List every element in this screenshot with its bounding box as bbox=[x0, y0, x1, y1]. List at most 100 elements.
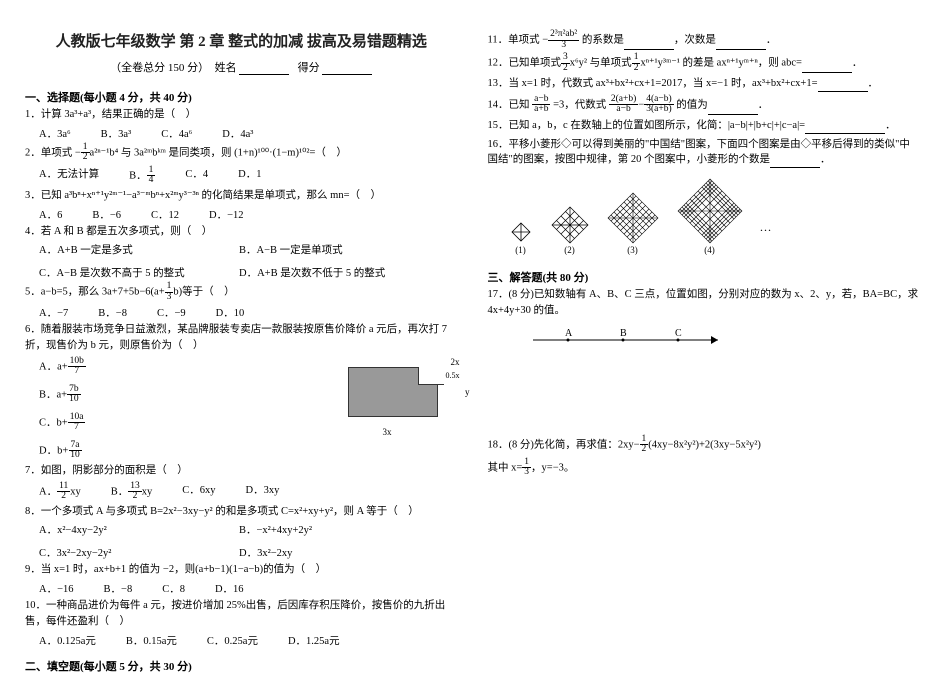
q3-B[interactable]: B．−6 bbox=[92, 207, 121, 222]
subtitle-score: 得分 bbox=[298, 62, 320, 74]
q5-stem: 5．a−b=5，那么 3a+7+5b−6(a+13b)等于（ ） bbox=[25, 282, 458, 302]
q9-B[interactable]: B．−8 bbox=[104, 581, 133, 596]
q4-stem: 4．若 A 和 B 都是五次多项式，则（ ） bbox=[25, 224, 458, 240]
q13: 13．当 x=1 时，代数式 ax³+bx²+cx+1=2017，当 x=−1 … bbox=[488, 76, 921, 92]
q10-options: A．0.125a元 B．0.15a元 C．0.25a元 D．1.25a元 bbox=[25, 633, 458, 648]
q11-blank2[interactable] bbox=[716, 38, 766, 50]
q7-stem: 7．如图，阴影部分的面积是（ ） bbox=[25, 463, 458, 479]
q8-D[interactable]: D．3x²−2xy bbox=[239, 545, 399, 560]
q3-D[interactable]: D．−12 bbox=[209, 207, 244, 222]
diamond-4: (4) bbox=[676, 177, 744, 255]
q8-C[interactable]: C．3x²−2xy−2y² bbox=[39, 545, 199, 560]
q8-stem: 8．一个多项式 A 与多项式 B=2x²−3xy−y² 的和是多项式 C=x²+… bbox=[25, 504, 458, 520]
q2-stem-mid: a²ⁿ⁻¹b⁴ 与 3a²ᵐbᵏᵐ 是同类项，则 (1+n)¹⁰⁰·(1−m)¹… bbox=[90, 147, 347, 158]
q5-options: A．−7 B．−8 C．−9 D．10 bbox=[25, 305, 458, 320]
q11: 11．单项式 −2³π²ab²3 的系数是，次数是． bbox=[488, 30, 921, 50]
q7-D[interactable]: D．3xy bbox=[246, 482, 280, 502]
q2-D[interactable]: D．1 bbox=[238, 166, 261, 186]
q6-stem: 6．随着服装市场竞争日益激烈，某品牌服装专卖店一款服装按原售价降价 a 元后，再… bbox=[25, 322, 458, 354]
q1-C[interactable]: C．4a⁶ bbox=[161, 126, 192, 141]
q16: 16．平移小菱形◇可以得到美丽的"中国结"图案，下面四个图案是由◇平移后得到的类… bbox=[488, 137, 921, 169]
lbl-y: y bbox=[465, 387, 470, 397]
lbl-0p5: 0.5x bbox=[446, 371, 460, 380]
q2-C[interactable]: C．4 bbox=[185, 166, 208, 186]
q1-options: A．3a⁶ B．3a³ C．4a⁶ D．4a³ bbox=[25, 126, 458, 141]
section3-heading: 三、解答题(共 80 分) bbox=[488, 269, 921, 285]
q4-A[interactable]: A．A+B 一定是多式 bbox=[39, 242, 199, 257]
q7-B[interactable]: B．132xy bbox=[111, 482, 153, 502]
page-title: 人教版七年级数学 第 2 章 整式的加减 拔高及易错题精选 bbox=[25, 30, 458, 51]
q14-blank[interactable] bbox=[708, 103, 758, 115]
q12-blank[interactable] bbox=[802, 61, 852, 73]
number-line-figure: A B C bbox=[528, 328, 921, 355]
q6-A[interactable]: A．a+10b7 bbox=[39, 357, 199, 377]
right-column: 11．单项式 −2³π²ab²3 的系数是，次数是． 12．已知单项式32x⁶y… bbox=[488, 30, 921, 617]
q5-C[interactable]: C．−9 bbox=[157, 305, 186, 320]
q18-stem: 18．(8 分)先化简，再求值：2xy−12(4xy−8x²y²)+2(3xy−… bbox=[488, 435, 921, 455]
q6-D[interactable]: D．b+7a10 bbox=[39, 441, 199, 461]
name-blank[interactable] bbox=[239, 63, 289, 75]
q5-D[interactable]: D．10 bbox=[216, 305, 245, 320]
q11-blank1[interactable] bbox=[624, 38, 674, 50]
q16-blank[interactable] bbox=[770, 156, 820, 168]
diamond-1: (1) bbox=[508, 219, 534, 255]
q10-D[interactable]: D．1.25a元 bbox=[288, 633, 340, 648]
ellipsis: … bbox=[760, 220, 772, 255]
q12: 12．已知单项式32x⁶y² 与单项式12xⁿ⁺¹y³ᵐ⁻¹ 的差是 axⁿ⁺¹… bbox=[488, 53, 921, 73]
q4-B[interactable]: B．A−B 一定是单项式 bbox=[239, 242, 399, 257]
lbl-2x: 2x bbox=[451, 357, 460, 367]
q13-blank[interactable] bbox=[818, 80, 868, 92]
left-column: 人教版七年级数学 第 2 章 整式的加减 拔高及易错题精选 （全卷总分 150 … bbox=[25, 30, 458, 617]
q4-options: A．A+B 一定是多式 B．A−B 一定是单项式 C．A−B 是次数不高于 5 … bbox=[25, 242, 458, 280]
q3-A[interactable]: A．6 bbox=[39, 207, 62, 222]
lbl-3x: 3x bbox=[383, 427, 392, 437]
q6-B[interactable]: B．a+7b10 bbox=[39, 385, 199, 405]
q2-stem: 2．单项式 −12a²ⁿ⁻¹b⁴ 与 3a²ᵐbᵏᵐ 是同类项，则 (1+n)¹… bbox=[25, 143, 458, 163]
q1-B[interactable]: B．3a³ bbox=[101, 126, 132, 141]
q17-stem: 17．(8 分)已知数轴有 A、B、C 三点，位置如图，分别对应的数为 x、2、… bbox=[488, 287, 921, 319]
q2-A[interactable]: A．无法计算 bbox=[39, 166, 99, 186]
pt-A: A bbox=[565, 328, 573, 339]
q8-B[interactable]: B．−x²+4xy+2y² bbox=[239, 522, 399, 537]
q9-C[interactable]: C．8 bbox=[162, 581, 185, 596]
q15-blank[interactable] bbox=[805, 122, 885, 134]
q6-options: A．a+10b7 B．a+7b10 C．b+10a7 D．b+7a10 bbox=[25, 357, 342, 461]
frac-half: 12 bbox=[81, 143, 90, 163]
diamond-pattern-row: (1) (2) (3) bbox=[508, 177, 921, 255]
q1-stem: 1．计算 3a³+a³，结果正确的是（ ） bbox=[25, 107, 458, 123]
diamond-3: (3) bbox=[606, 191, 660, 255]
q5-B[interactable]: B．−8 bbox=[98, 305, 127, 320]
q3-options: A．6 B．−6 C．12 D．−12 bbox=[25, 207, 458, 222]
q9-stem: 9．当 x=1 时，ax+b+1 的值为 −2，则(a+b−1)(1−a−b)的… bbox=[25, 562, 458, 578]
q8-options: A．x²−4xy−2y² B．−x²+4xy+2y² C．3x²−2xy−2y²… bbox=[25, 522, 458, 560]
q7-C[interactable]: C．6xy bbox=[182, 482, 215, 502]
q5-stem-pre: 5．a−b=5，那么 3a+7+5b−6(a+ bbox=[25, 287, 165, 298]
q18-cond: 其中 x=13，y=−3。 bbox=[488, 458, 921, 478]
q6-C[interactable]: C．b+10a7 bbox=[39, 413, 199, 433]
q4-D[interactable]: D．A+B 是次数不低于 5 的整式 bbox=[239, 265, 399, 280]
q7-options: A．112xy B．132xy C．6xy D．3xy bbox=[25, 482, 458, 502]
q5-stem-post: b)等于（ ） bbox=[173, 287, 234, 298]
q9-A[interactable]: A．−16 bbox=[39, 581, 74, 596]
q10-stem: 10．一种商品进价为每件 a 元，按进价增加 25%出售，后因库存积压降价，按售… bbox=[25, 598, 458, 630]
q1-D[interactable]: D．4a³ bbox=[222, 126, 253, 141]
q9-D[interactable]: D．16 bbox=[215, 581, 244, 596]
q10-C[interactable]: C．0.25a元 bbox=[207, 633, 258, 648]
q10-B[interactable]: B．0.15a元 bbox=[126, 633, 177, 648]
score-blank[interactable] bbox=[322, 63, 372, 75]
q3-C[interactable]: C．12 bbox=[151, 207, 179, 222]
diamond-2: (2) bbox=[550, 205, 590, 255]
q7-A[interactable]: A．112xy bbox=[39, 482, 81, 502]
q9-options: A．−16 B．−8 C．8 D．16 bbox=[25, 581, 458, 596]
q4-C[interactable]: C．A−B 是次数不高于 5 的整式 bbox=[39, 265, 199, 280]
section2-heading: 二、填空题(每小题 5 分，共 30 分) bbox=[25, 658, 458, 674]
q5-A[interactable]: A．−7 bbox=[39, 305, 68, 320]
q10-A[interactable]: A．0.125a元 bbox=[39, 633, 96, 648]
q2-options: A．无法计算 B．14 C．4 D．1 bbox=[25, 166, 458, 186]
q2-B[interactable]: B．14 bbox=[129, 166, 155, 186]
subtitle-prefix: （全卷总分 150 分） 姓名 bbox=[110, 62, 237, 74]
q8-A[interactable]: A．x²−4xy−2y² bbox=[39, 522, 199, 537]
pt-C: C bbox=[675, 328, 682, 339]
q2-stem-pre: 2．单项式 − bbox=[25, 147, 81, 158]
q1-A[interactable]: A．3a⁶ bbox=[39, 126, 71, 141]
